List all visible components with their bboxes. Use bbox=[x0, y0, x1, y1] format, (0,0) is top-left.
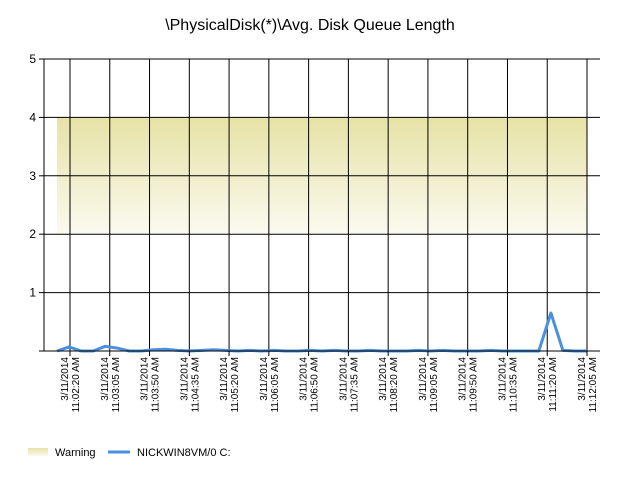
x-tick-label-time: 11:09:50 AM bbox=[469, 357, 480, 412]
y-tick-label: 4 bbox=[29, 110, 36, 124]
x-tick-label-time: 11:07:35 AM bbox=[349, 357, 360, 412]
y-tick-label: 3 bbox=[29, 169, 36, 183]
x-tick-label: 3/11/2014 11:10:35 AM bbox=[497, 357, 519, 413]
x-tick-label: 3/11/2014 11:04:35 AM bbox=[179, 357, 201, 413]
x-tick-label: 3/11/2014 11:05:20 AM bbox=[219, 357, 241, 413]
x-tick-label-date: 3/11/2014 bbox=[60, 357, 71, 401]
x-tick-label: 3/11/2014 11:07:35 AM bbox=[338, 357, 360, 413]
x-tick-label-time: 11:08:20 AM bbox=[389, 357, 400, 412]
y-tick-label: 2 bbox=[29, 227, 36, 241]
x-tick-label-time: 11:02:20 AM bbox=[71, 357, 82, 412]
x-tick-label-date: 3/11/2014 bbox=[458, 357, 469, 401]
x-tick-label: 3/11/2014 11:12:05 AM bbox=[577, 357, 599, 413]
x-tick-label-time: 11:03:50 AM bbox=[151, 357, 162, 412]
x-tick-label-date: 3/11/2014 bbox=[299, 357, 310, 401]
grid-layer bbox=[44, 58, 600, 351]
x-tick-label-time: 11:03:05 AM bbox=[111, 357, 122, 412]
x-tick-label-time: 11:06:05 AM bbox=[270, 357, 281, 412]
x-tick-label-time: 11:05:20 AM bbox=[230, 357, 241, 412]
x-tick-label-date: 3/11/2014 bbox=[378, 357, 389, 401]
legend-series-label: NICKWIN8VM/0 C: bbox=[137, 447, 231, 459]
x-tick-label: 3/11/2014 11:09:05 AM bbox=[418, 357, 440, 413]
x-tick-label: 3/11/2014 11:08:20 AM bbox=[378, 357, 400, 413]
x-tick-label: 3/11/2014 11:11:20 AM bbox=[537, 357, 559, 412]
x-tick-label: 3/11/2014 11:02:20 AM bbox=[60, 357, 82, 413]
x-tick-label-date: 3/11/2014 bbox=[338, 357, 349, 401]
x-tick-label: 3/11/2014 11:09:50 AM bbox=[458, 357, 480, 413]
x-tick-label-time: 11:11:20 AM bbox=[548, 357, 559, 412]
x-tick-label-date: 3/11/2014 bbox=[259, 357, 270, 401]
x-tick-label-time: 11:06:50 AM bbox=[310, 357, 321, 412]
x-tick-label: 3/11/2014 11:03:50 AM bbox=[140, 357, 162, 413]
legend: Warning NICKWIN8VM/0 C: bbox=[28, 447, 231, 459]
legend-warning-label: Warning bbox=[55, 447, 96, 459]
x-tick-label-date: 3/11/2014 bbox=[577, 357, 588, 401]
x-tick-label-date: 3/11/2014 bbox=[179, 357, 190, 401]
x-tick-label: 3/11/2014 11:06:50 AM bbox=[299, 357, 321, 413]
x-tick-label-date: 3/11/2014 bbox=[219, 357, 230, 401]
x-tick-label: 3/11/2014 11:06:05 AM bbox=[259, 357, 281, 413]
x-tick-label-time: 11:04:35 AM bbox=[190, 357, 201, 412]
y-tick-label: 1 bbox=[29, 286, 36, 300]
x-tick-label-date: 3/11/2014 bbox=[418, 357, 429, 401]
x-tick-label-date: 3/11/2014 bbox=[100, 357, 111, 401]
x-tick-label-time: 11:12:05 AM bbox=[588, 357, 599, 412]
legend-warning-swatch bbox=[28, 448, 48, 456]
x-tick-label-date: 3/11/2014 bbox=[140, 357, 151, 401]
y-tick-label: 5 bbox=[29, 52, 36, 66]
x-tick-label: 3/11/2014 11:03:05 AM bbox=[100, 357, 122, 413]
x-tick-label-date: 3/11/2014 bbox=[537, 357, 548, 401]
x-tick-label-date: 3/11/2014 bbox=[497, 357, 508, 401]
x-tick-label-time: 11:09:05 AM bbox=[429, 357, 440, 412]
chart-title: \PhysicalDisk(*)\Avg. Disk Queue Length bbox=[165, 17, 455, 34]
x-tick-label-time: 11:10:35 AM bbox=[508, 357, 519, 412]
